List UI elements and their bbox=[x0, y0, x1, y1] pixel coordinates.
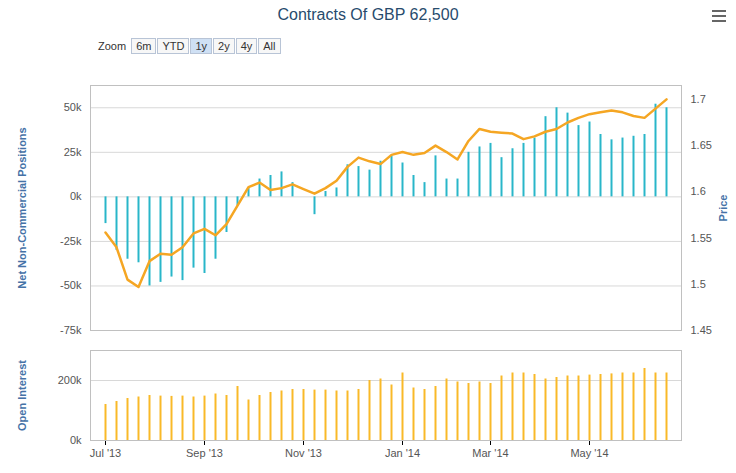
html-text:6m: 6m bbox=[136, 40, 152, 52]
svg-text:1.7: 1.7 bbox=[691, 93, 706, 105]
svg-text:Nov '13: Nov '13 bbox=[285, 447, 322, 459]
svg-text:1.65: 1.65 bbox=[691, 139, 712, 151]
svg-text:Mar '14: Mar '14 bbox=[472, 447, 508, 459]
html-text:Contracts Of GBP 62,500: Contracts Of GBP 62,500 bbox=[277, 6, 459, 23]
html-text:YTD: YTD bbox=[162, 40, 185, 52]
svg-text:1.55: 1.55 bbox=[691, 232, 712, 244]
svg-text:1.45: 1.45 bbox=[691, 324, 712, 336]
html-text:2y: 2y bbox=[218, 40, 230, 52]
html-text:1y: 1y bbox=[195, 40, 207, 52]
html-text:4y: 4y bbox=[240, 40, 253, 52]
svg-text:Open Interest: Open Interest bbox=[16, 360, 28, 431]
svg-text:50k: 50k bbox=[64, 101, 82, 113]
svg-text:Jul '13: Jul '13 bbox=[90, 447, 121, 459]
svg-text:-50k: -50k bbox=[60, 279, 82, 291]
html-text:Zoom: Zoom bbox=[98, 40, 127, 52]
svg-text:May '14: May '14 bbox=[570, 447, 608, 459]
svg-text:1.5: 1.5 bbox=[691, 278, 706, 290]
html-text:All: All bbox=[263, 40, 276, 52]
svg-text:0k: 0k bbox=[70, 434, 82, 446]
svg-text:-75k: -75k bbox=[60, 324, 82, 336]
svg-text:Price: Price bbox=[717, 195, 729, 222]
svg-text:1.6: 1.6 bbox=[691, 185, 706, 197]
svg-text:0k: 0k bbox=[70, 190, 82, 202]
svg-text:25k: 25k bbox=[64, 146, 82, 158]
svg-text:-25k: -25k bbox=[60, 235, 82, 247]
svg-text:Jan '14: Jan '14 bbox=[385, 447, 420, 459]
svg-text:Sep '13: Sep '13 bbox=[186, 447, 223, 459]
svg-text:200k: 200k bbox=[58, 374, 82, 386]
svg-text:Net Non-Commercial Positions: Net Non-Commercial Positions bbox=[16, 127, 28, 288]
